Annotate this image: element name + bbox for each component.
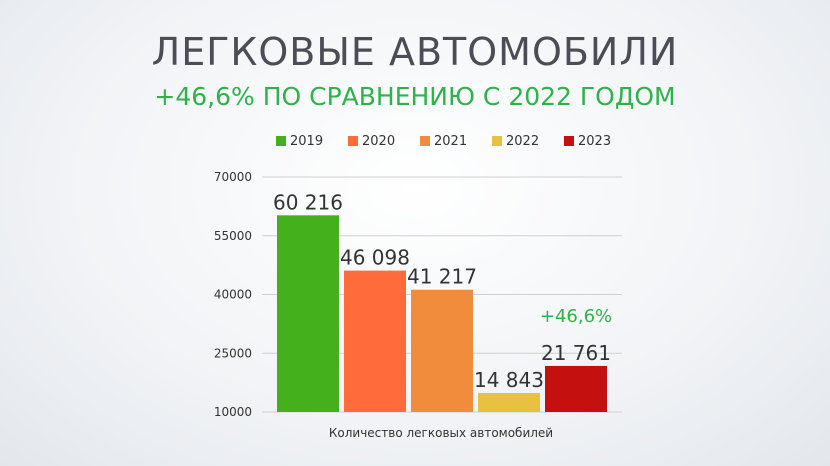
legend-label-2020: 2020 [362, 134, 395, 149]
bar-2020 [344, 270, 406, 412]
chart-gridlines: 10000 25000 40000 55000 70000 [214, 170, 622, 419]
data-label-2023: 21 761 [541, 341, 611, 365]
legend-swatch-2022 [492, 136, 502, 146]
legend-label-2022: 2022 [506, 134, 539, 149]
data-label-2020: 46 098 [340, 246, 410, 270]
legend-swatch-2020 [348, 136, 358, 146]
y-tick-label: 10000 [214, 405, 252, 419]
bar-2023 [545, 365, 607, 412]
bar-2021 [411, 289, 473, 412]
y-tick-label: 25000 [214, 346, 252, 360]
chart-legend: 2019 2020 2021 2022 2023 [276, 134, 611, 149]
legend-swatch-2023 [564, 136, 574, 146]
legend-swatch-2019 [276, 136, 286, 146]
annotation-label: +46,6% [540, 306, 612, 327]
y-tick-label: 70000 [214, 170, 252, 184]
legend-label-2023: 2023 [578, 134, 611, 149]
data-label-2022: 14 843 [474, 368, 544, 392]
slide-title: ЛЕГКОВЫЕ АВТОМОБИЛИ [151, 30, 679, 74]
legend-swatch-2021 [420, 136, 430, 146]
bar-2022 [478, 393, 540, 412]
y-tick-label: 40000 [214, 288, 252, 302]
slide-subtitle: +46,6% ПО СРАВНЕНИЮ С 2022 ГОДОМ [154, 82, 676, 111]
bar-2019 [277, 215, 339, 412]
data-label-2021: 41 217 [407, 265, 477, 289]
x-axis-label: Количество легковых автомобилей [329, 426, 553, 440]
legend-label-2021: 2021 [434, 134, 467, 149]
data-label-2019: 60 216 [273, 190, 343, 214]
y-tick-label: 55000 [214, 229, 252, 243]
legend-label-2019: 2019 [290, 134, 323, 149]
chart-bars [277, 215, 607, 412]
